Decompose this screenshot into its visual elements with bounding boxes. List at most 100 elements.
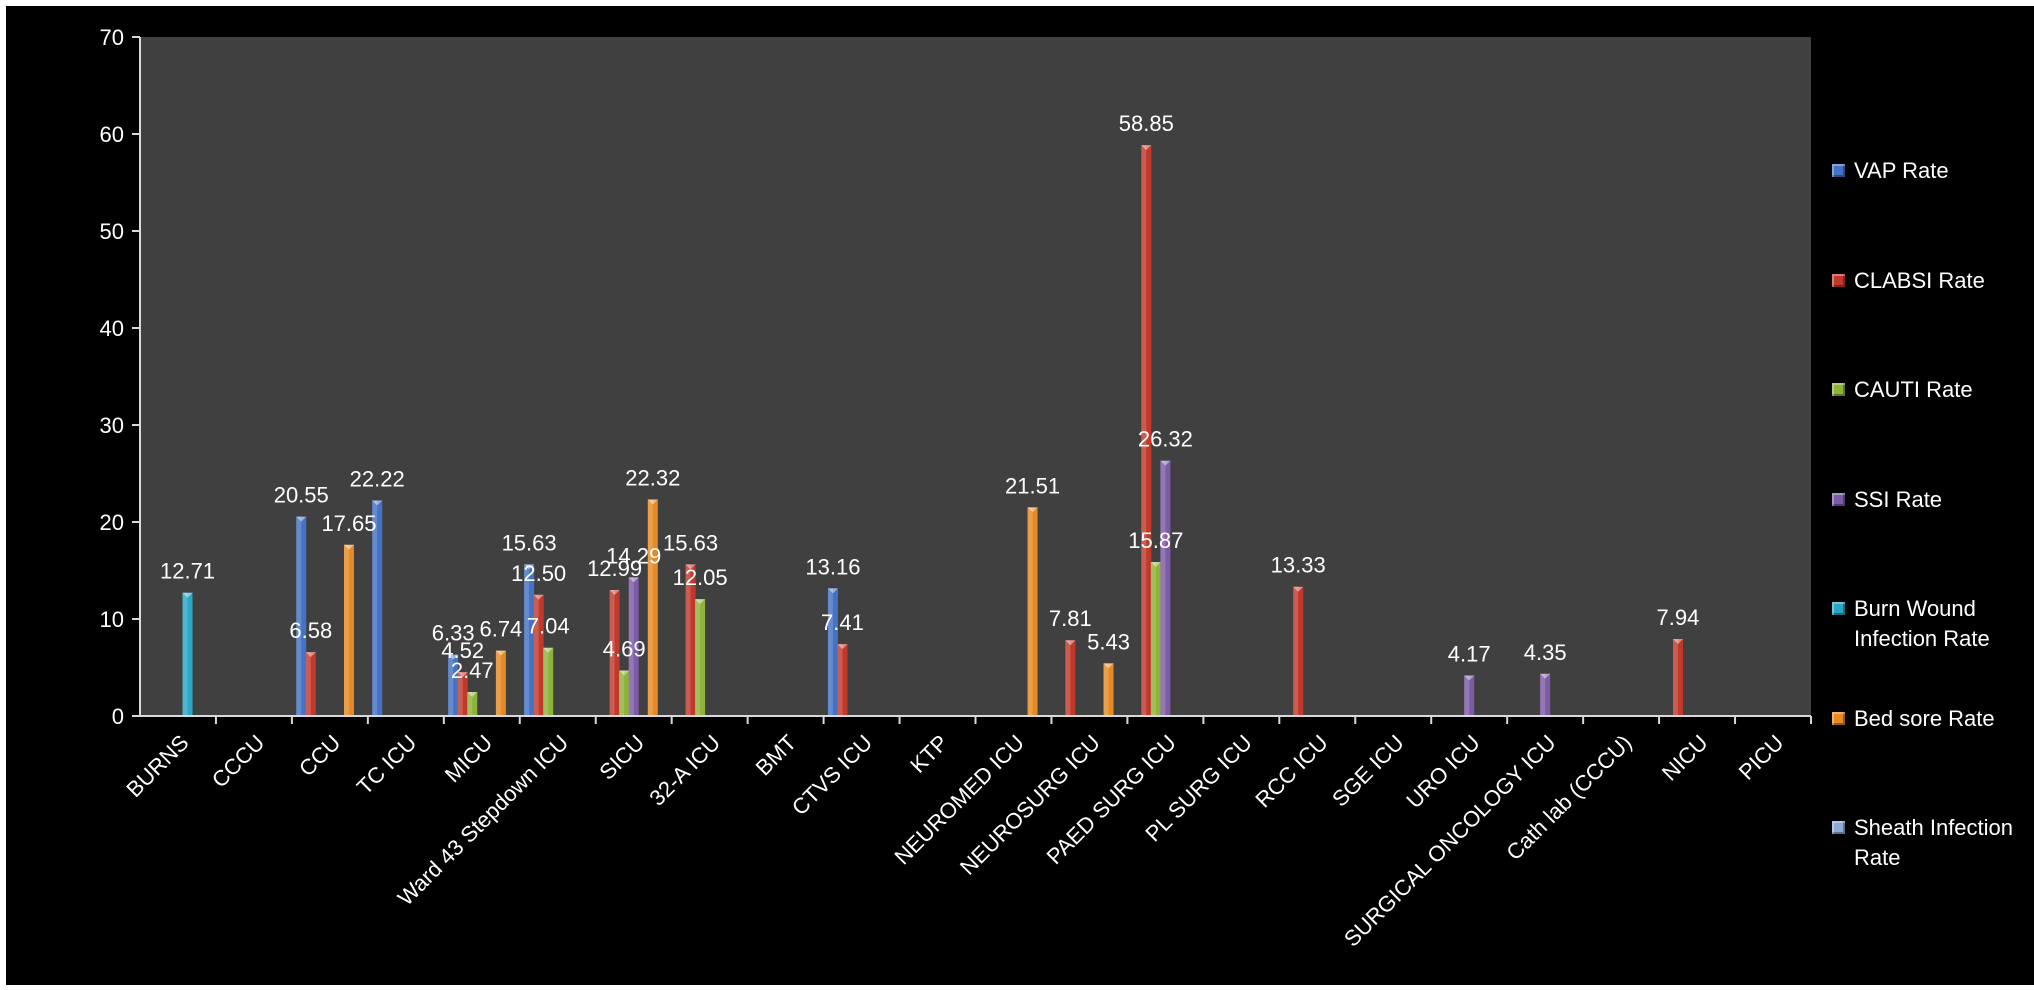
data-label: 6.74 [479,617,522,642]
bar-cap [1672,638,1683,644]
bar-body [305,652,316,716]
bar [647,499,658,716]
x-tick-label: NEUROSURG ICU [955,730,1105,880]
bar [533,594,544,716]
bar-body [1150,562,1161,716]
x-tick-label: MICU [440,730,497,787]
y-tick-label: 0 [112,704,124,729]
bar-body [1027,507,1038,716]
data-label: 4.35 [1524,640,1567,665]
bar-cap [1150,562,1161,568]
legend-label: Burn Wound Infection Rate [1854,596,1990,651]
bar-cap [467,692,478,698]
x-tick-label: CCU [294,730,345,781]
bar-cap [343,544,354,550]
bar-cap [495,650,506,656]
bar-cap [182,592,193,598]
x-tick-label: SGE ICU [1327,730,1409,812]
data-label: 7.94 [1657,605,1700,630]
bar-cap [685,564,696,570]
legend-item: Burn Wound Infection Rate [1832,594,2032,654]
bar [827,588,838,716]
bar-body [609,589,620,716]
bar-highlight [695,599,701,716]
y-tick-label: 50 [100,219,124,244]
bar-cap [524,564,535,570]
bar-highlight [524,564,530,716]
x-tick-label: CCCU [207,730,270,793]
y-axis: 0 10 20 30 40 50 60 70 [100,25,141,729]
bar [1065,640,1076,716]
legend-item: Sheath Infection Rate [1832,813,2032,873]
bar-cap [457,672,468,678]
bar-body [1464,675,1475,716]
bar [1540,673,1551,716]
data-label: 15.63 [502,530,557,555]
data-label: 12.05 [673,565,728,590]
data-label: 13.16 [805,554,860,579]
legend-label: VAP Rate [1854,158,1949,183]
bar-highlight [1065,640,1071,716]
x-tick-label: SICU [594,730,649,785]
bar-cap [1540,673,1551,679]
bar-cap [296,516,307,522]
data-label: 17.65 [321,511,376,536]
bar-body [296,516,307,716]
bar-body [695,599,706,716]
bar [1293,586,1304,716]
data-label: 22.32 [625,465,680,490]
bar [448,654,459,716]
bar-cap [1464,675,1475,681]
data-label: 6.58 [289,618,332,643]
bar-body [827,588,838,716]
bar-body [685,564,696,716]
bar [1672,638,1683,716]
bar-highlight [1464,675,1470,716]
legend-swatch [1832,711,1845,725]
bar-body [524,564,535,716]
bar [296,516,307,716]
legend-label: CLABSI Rate [1854,267,1985,293]
x-tick-label: TC ICU [352,730,422,800]
x-tick-label: NEUROMED ICU [889,730,1029,870]
bar-body [1293,586,1304,716]
bar-body [1065,640,1076,716]
bar-body [495,650,506,716]
bar [1150,562,1161,716]
legend-item: VAP Rate [1832,156,1949,186]
bar-body [457,672,468,716]
x-tick-label: PICU [1734,730,1789,785]
bar-highlight [467,692,473,716]
bar-body [182,592,193,716]
bar-body [1103,663,1114,716]
bar-body [1160,460,1171,716]
bar-cap [1027,507,1038,513]
bar-highlight [685,564,691,716]
data-label: 20.55 [274,483,329,508]
x-tick-label: RCC ICU [1250,730,1332,812]
bar-cap [647,499,658,505]
bar-highlight [296,516,302,716]
data-label: 12.50 [511,561,566,586]
bar-cap [827,588,838,594]
bar-highlight [495,650,501,716]
data-label: 12.99 [587,556,642,581]
data-label: 15.87 [1128,528,1183,553]
bar [1141,145,1152,716]
data-label: 21.51 [1005,473,1060,498]
x-tick-label: NICU [1657,730,1713,786]
bar-cap [609,589,620,595]
data-label: 7.41 [821,610,864,635]
bar-highlight [609,589,615,716]
data-label: 6.33 [432,621,475,646]
bar-highlight [1672,638,1678,716]
x-tick-label: PAED SURG ICU [1042,730,1181,869]
bar-highlight [305,652,311,716]
data-label: 4.52 [441,638,484,663]
bar-highlight [1027,507,1033,716]
bar [609,589,620,716]
bar-cap [305,652,316,658]
data-label: 14.29 [606,543,661,568]
bar [619,670,630,716]
bar [1103,663,1114,716]
